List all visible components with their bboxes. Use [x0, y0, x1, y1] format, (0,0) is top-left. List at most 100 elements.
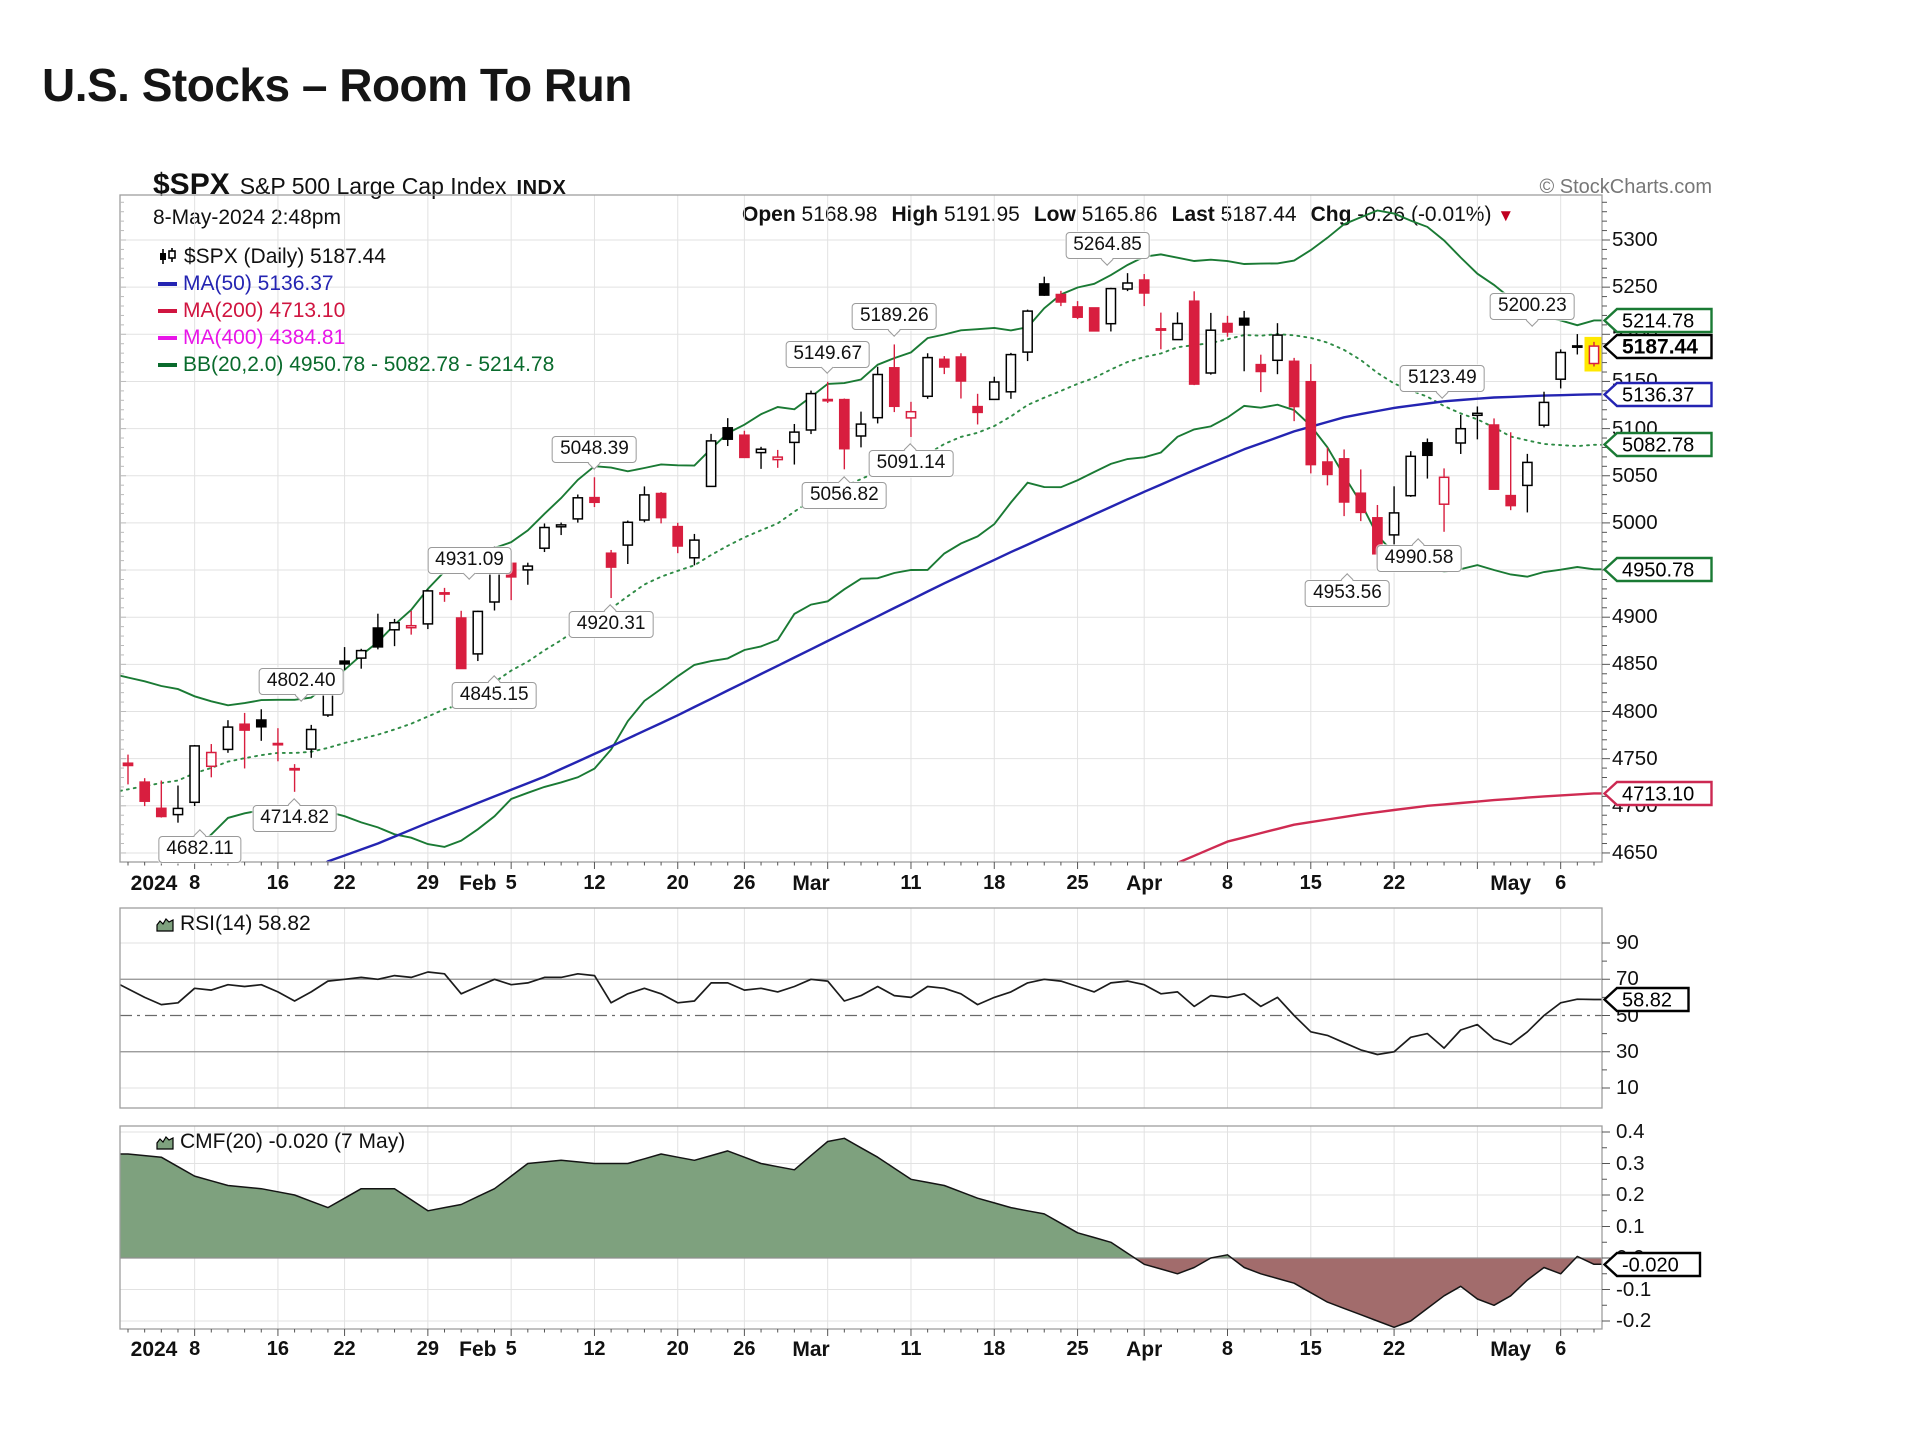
price-axis-label: 4800: [1612, 699, 1658, 723]
svg-text:4713.10: 4713.10: [1622, 783, 1694, 805]
x-axis-label-main: 5: [505, 872, 517, 894]
price-annotation: 5056.82: [801, 475, 887, 510]
x-axis-label-main: 2024: [130, 872, 178, 895]
x-axis-label-bottom: 5: [505, 1338, 517, 1360]
area-chart-icon: [156, 918, 174, 932]
chg-label: Chg: [1310, 203, 1352, 226]
cmf-area-negative: [120, 1258, 1602, 1328]
x-axis-label-bottom: May: [1490, 1338, 1532, 1361]
ma200-line: [1176, 792, 1602, 862]
legend-item-ma200: MA(200) 4713.10: [158, 297, 554, 324]
x-axis-label-main: 15: [1299, 872, 1322, 894]
cmf-area-positive: [120, 1138, 1602, 1258]
price-annotation: 4714.82: [252, 798, 337, 832]
rsi-panel-label: RSI(14) 58.82: [156, 912, 311, 936]
svg-text:5082.78: 5082.78: [1622, 435, 1694, 457]
legend: $SPX (Daily) 5187.44 MA(50) 5136.37 MA(2…: [158, 243, 554, 378]
price-annotation: 5149.67: [785, 340, 871, 375]
price-axis-label: 5250: [1612, 275, 1658, 299]
svg-text:5187.44: 5187.44: [1622, 335, 1698, 358]
axis-value-tag: 4713.10: [1602, 780, 1714, 812]
cmf-axis-label: 0.4: [1616, 1120, 1645, 1143]
legend-item-bb: BB(20,2.0) 4950.78 - 5082.78 - 5214.78: [158, 351, 554, 378]
cmf-axis-label: -0.2: [1616, 1309, 1652, 1332]
open-label: Open: [742, 203, 796, 226]
price-annotation: 5200.23: [1489, 293, 1575, 327]
x-axis-label-main: 12: [583, 872, 606, 894]
x-axis-label-bottom: 18: [983, 1338, 1006, 1360]
x-axis-label-bottom: 12: [583, 1338, 606, 1360]
last-value: 5187.44: [1220, 203, 1297, 226]
area-chart-icon: [156, 1136, 174, 1150]
x-axis-label-main: 29: [416, 872, 439, 894]
candlestick-type-icon: [160, 248, 176, 264]
cmf-line: [120, 1137, 1602, 1329]
price-axis-label: 4850: [1612, 652, 1658, 676]
rsi-axis-label: 90: [1616, 931, 1639, 954]
last-label: Last: [1171, 203, 1215, 226]
x-axis-label-bottom: Mar: [792, 1338, 830, 1361]
price-annotation: 4682.11: [158, 829, 242, 863]
x-axis-label-main: Apr: [1126, 872, 1163, 895]
legend-item-price: $SPX (Daily) 5187.44: [158, 243, 554, 270]
axis-value-tag: 5082.78: [1602, 431, 1714, 463]
stockcharts-credit-link[interactable]: © StockCharts.com: [1539, 176, 1712, 198]
svg-text:58.82: 58.82: [1622, 990, 1672, 1012]
chart-datetime: 8-May-2024 2:48pm: [153, 206, 341, 229]
axis-value-tag: 5214.78: [1602, 307, 1714, 339]
x-axis-label-main: 8: [189, 872, 201, 894]
cmf-label-text: CMF(20) -0.020 (7 May): [180, 1130, 406, 1153]
x-axis-label-main: 22: [333, 872, 356, 894]
x-axis-label-bottom: Apr: [1126, 1338, 1163, 1361]
x-axis-label-bottom: 8: [189, 1338, 201, 1360]
rsi-axis-label: 30: [1616, 1039, 1639, 1063]
x-axis-label-main: May: [1490, 872, 1532, 895]
price-annotation: 4953.56: [1305, 573, 1390, 607]
axis-value-tag: 5187.44: [1602, 333, 1714, 365]
ma400-line-swatch: [158, 335, 177, 340]
price-annotation: 5091.14: [868, 443, 954, 477]
x-axis-label-main: 22: [1382, 872, 1406, 894]
price-annotation: 5264.85: [1065, 232, 1150, 266]
axis-value-tag: -0.020: [1602, 1251, 1702, 1283]
x-axis-label-bottom: 20: [666, 1338, 689, 1360]
axis-value-tag: 5136.37: [1602, 381, 1714, 413]
cmf-axis-label: 0.3: [1616, 1151, 1645, 1175]
x-axis-label-bottom: 22: [333, 1338, 356, 1360]
legend-ma400-text: MA(400) 4384.81: [183, 325, 346, 349]
candles: [122, 273, 1602, 823]
legend-item-ma400: MA(400) 4384.81: [158, 324, 554, 351]
legend-ma50-text: MA(50) 5136.37: [183, 271, 334, 295]
x-axis-label-bottom: 11: [900, 1338, 922, 1360]
price-annotation: 4990.58: [1376, 538, 1462, 572]
legend-ma200-text: MA(200) 4713.10: [183, 298, 346, 322]
ma50-line-swatch: [158, 281, 177, 286]
rsi-axis-label: 10: [1616, 1076, 1639, 1099]
cmf-axis-label: 0.2: [1616, 1183, 1645, 1206]
x-axis-label-bottom: 8: [1221, 1338, 1234, 1360]
svg-text:4950.78: 4950.78: [1622, 559, 1694, 581]
svg-text:5214.78: 5214.78: [1622, 310, 1694, 332]
rsi-label-text: RSI(14) 58.82: [180, 912, 311, 935]
price-axis-label: 5300: [1612, 228, 1658, 251]
bb-line-swatch: [158, 362, 177, 367]
price-axis-label: 4900: [1612, 605, 1658, 629]
low-label: Low: [1033, 203, 1076, 226]
x-axis-label-main: 18: [983, 872, 1006, 894]
rsi-line: [120, 971, 1602, 1056]
x-axis-label-main: Mar: [792, 872, 830, 895]
x-axis-label-bottom: 6: [1555, 1338, 1567, 1360]
x-axis-label-main: 16: [266, 872, 290, 894]
legend-item-ma50: MA(50) 5136.37: [158, 270, 554, 297]
x-axis-label-main: 20: [666, 872, 689, 894]
x-axis-label-main: 8: [1221, 872, 1234, 894]
x-axis-label-main: 25: [1066, 872, 1089, 894]
rsi-axis-label: 70: [1616, 967, 1639, 991]
price-annotation: 5189.26: [851, 303, 937, 337]
cmf-axis-label: 0.1: [1616, 1214, 1645, 1238]
price-axis-label: 4750: [1612, 746, 1658, 770]
cmf-panel-label: CMF(20) -0.020 (7 May): [156, 1130, 405, 1154]
price-axis-label: 4650: [1612, 840, 1658, 864]
